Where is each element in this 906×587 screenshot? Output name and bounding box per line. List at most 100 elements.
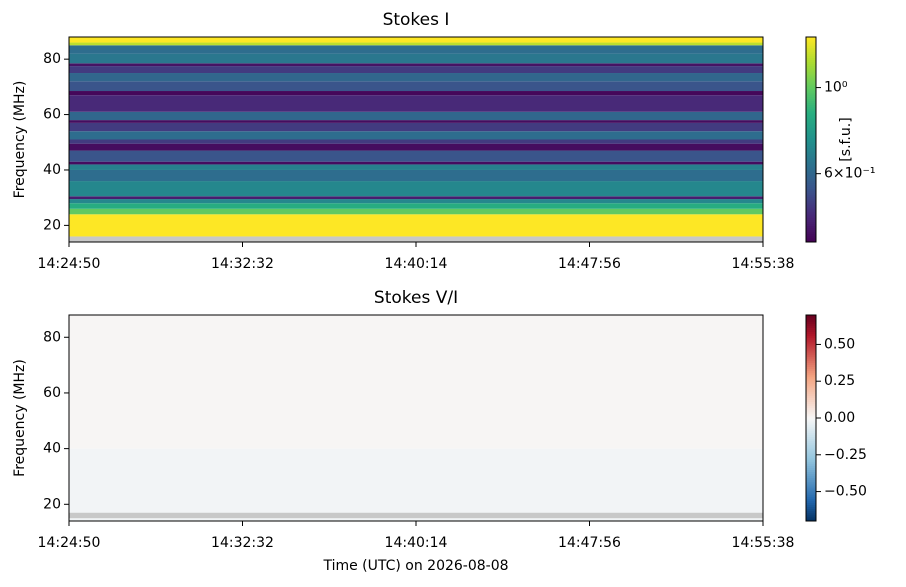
colorbar-segment <box>806 387 816 390</box>
colorbar-segment <box>806 317 816 320</box>
colorbar-segment <box>806 100 816 104</box>
colorbar-segment <box>806 57 816 61</box>
colorbar-segment <box>806 508 816 512</box>
colorbar-segment <box>806 211 816 214</box>
heatmap-cell <box>69 111 763 121</box>
colorbar-segment <box>806 201 816 204</box>
heatmap-cell <box>69 203 763 209</box>
colorbar-segment <box>806 512 816 516</box>
colorbar-segment <box>806 473 816 477</box>
colorbar-segment <box>806 465 816 468</box>
colorbar-tick-label: 0.50 <box>824 336 855 352</box>
colorbar-segment <box>806 325 816 328</box>
colorbar-segment <box>806 436 816 440</box>
colorbar-segment <box>806 391 816 394</box>
y-tick-label: 60 <box>43 107 61 123</box>
chart-title: Stokes I <box>383 10 450 30</box>
colorbar-segment <box>806 506 816 510</box>
colorbar-segment <box>806 432 816 435</box>
y-tick-label: 60 <box>43 385 61 401</box>
colorbar-label: [s.f.u.] <box>838 117 854 161</box>
colorbar-segment <box>806 61 816 65</box>
colorbar-segment <box>806 102 816 106</box>
colorbar-segment <box>806 174 816 177</box>
colorbar-segment <box>806 411 816 415</box>
colorbar-tick-label: 0.00 <box>824 410 855 426</box>
colorbar-segment <box>806 327 816 330</box>
colorbar-segment <box>806 364 816 367</box>
colorbar-segment <box>806 335 816 339</box>
heatmap-cell <box>69 139 763 144</box>
colorbar-segment <box>806 399 816 403</box>
colorbar-segment <box>806 368 816 372</box>
colorbar-segment <box>806 376 816 380</box>
colorbar-segment <box>806 153 816 157</box>
colorbar-segment <box>806 176 816 179</box>
colorbar-segment <box>806 86 816 89</box>
colorbar-segment <box>806 139 816 143</box>
colorbar-segment <box>806 69 816 73</box>
colorbar-segment <box>806 333 816 337</box>
colorbar-segment <box>806 337 816 341</box>
y-axis-label: Frequency (MHz) <box>12 359 28 477</box>
colorbar-segment <box>806 405 816 409</box>
colorbar-segment <box>806 459 816 462</box>
colorbar-segment <box>806 413 816 417</box>
colorbar-segment <box>806 186 816 190</box>
heatmap-cell <box>69 518 763 521</box>
heatmap-cell <box>69 131 763 140</box>
colorbar-segment <box>806 358 816 361</box>
colorbar-tick-label: −0.25 <box>824 447 867 463</box>
heatmap-cell <box>69 214 763 237</box>
colorbar-segment <box>806 90 816 93</box>
heatmap-cell <box>69 181 763 197</box>
colorbar-segment <box>806 420 816 423</box>
x-tick-label: 14:32:32 <box>211 256 274 272</box>
colorbar-segment <box>806 223 816 227</box>
heatmap-cell <box>69 66 763 74</box>
colorbar-segment <box>806 235 816 239</box>
colorbar-segment <box>806 319 816 322</box>
colorbar-segment <box>806 143 816 147</box>
colorbar-segment <box>806 92 816 95</box>
colorbar-segment <box>806 422 816 425</box>
colorbar-segment <box>806 155 816 159</box>
colorbar-segment <box>806 514 816 518</box>
x-tick-label: 14:24:50 <box>38 535 101 551</box>
colorbar-segment <box>806 321 816 324</box>
colorbar-segment <box>806 444 816 448</box>
y-tick-label: 20 <box>43 217 61 233</box>
heatmap-cell <box>69 315 763 449</box>
colorbar-segment <box>806 424 816 427</box>
colorbar-segment <box>806 67 816 71</box>
colorbar-segment <box>806 393 816 396</box>
colorbar-segment <box>806 184 816 188</box>
colorbar-segment <box>806 518 816 522</box>
colorbar-segment <box>806 354 816 357</box>
colorbar-segment <box>806 170 816 173</box>
colorbar-segment <box>806 516 816 520</box>
colorbar-tick-label: −0.50 <box>824 484 867 500</box>
colorbar-segment <box>806 116 816 120</box>
y-tick-label: 80 <box>43 329 61 345</box>
colorbar-segment <box>806 213 816 216</box>
colorbar-segment <box>806 51 816 54</box>
colorbar-segment <box>806 207 816 210</box>
heatmap-cell <box>69 196 763 200</box>
heatmap-cell <box>69 42 763 46</box>
colorbar-tick-label: 0.25 <box>824 373 855 389</box>
colorbar-segment <box>806 428 816 431</box>
colorbar-segment <box>806 215 816 218</box>
colorbar-segment <box>806 415 816 419</box>
colorbar-segment <box>806 339 816 343</box>
heatmap-cell <box>69 37 763 43</box>
colorbar-segment <box>806 477 816 481</box>
colorbar-segment <box>806 442 816 446</box>
colorbar-segment <box>806 360 816 363</box>
y-tick-label: 40 <box>43 162 61 178</box>
heatmap-cell <box>69 199 763 204</box>
y-axis-label: Frequency (MHz) <box>12 81 28 199</box>
colorbar-segment <box>806 397 816 400</box>
colorbar-segment <box>806 88 816 91</box>
colorbar-segment <box>806 166 816 169</box>
